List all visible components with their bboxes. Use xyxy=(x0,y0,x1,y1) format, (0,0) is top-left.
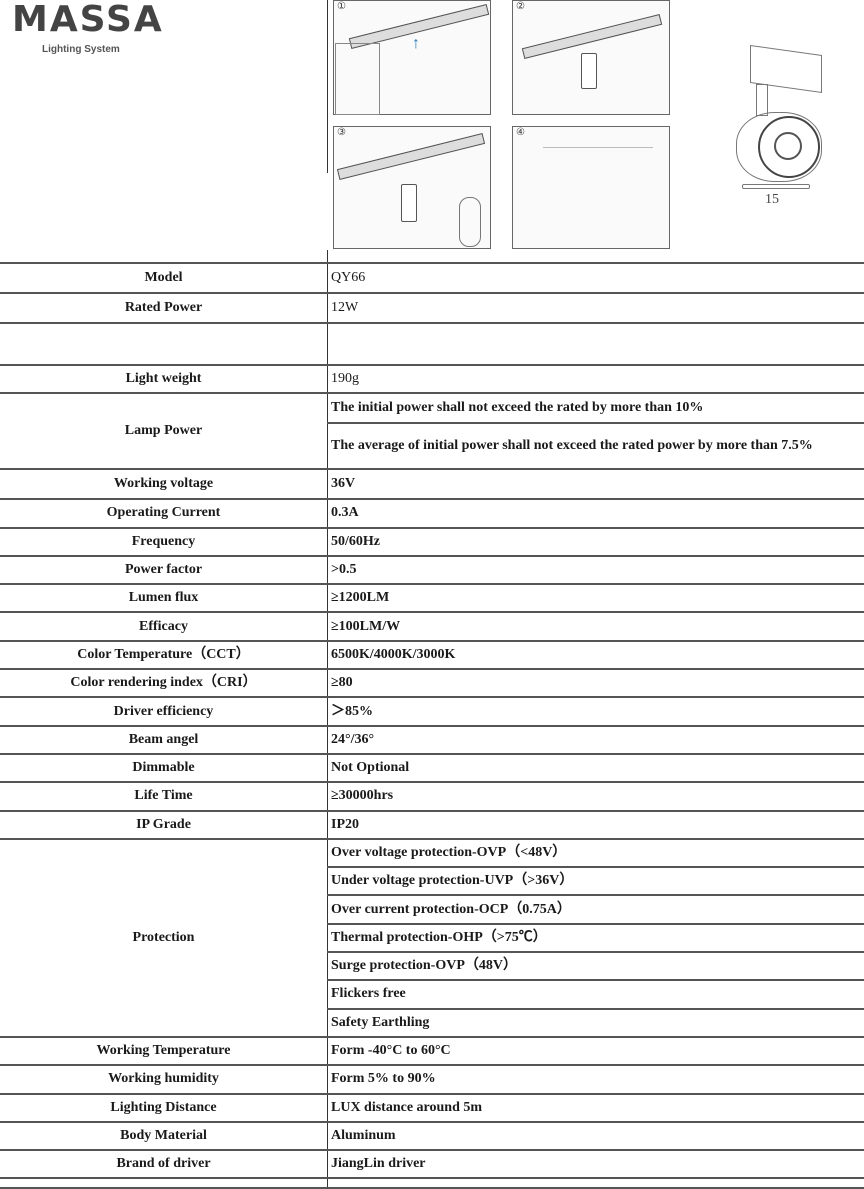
spec-key: Light weight xyxy=(0,365,328,393)
spec-row: Driver efficiency＞85% xyxy=(0,697,864,725)
spec-key: Body Material xyxy=(0,1122,328,1150)
spec-value: ≥30000hrs xyxy=(328,782,864,810)
spec-value: >0.5 xyxy=(328,556,864,584)
spec-key: Color rendering index（CRI） xyxy=(0,669,328,697)
spec-key: Working Temperature xyxy=(0,1037,328,1065)
spec-key: Frequency xyxy=(0,528,328,556)
spec-key: Working voltage xyxy=(0,469,328,499)
spec-row: Color rendering index（CRI）≥80 xyxy=(0,669,864,697)
spec-key: Color Temperature（CCT） xyxy=(0,641,328,669)
spec-row: Lumen flux≥1200LM xyxy=(0,584,864,612)
spec-key: Beam angel xyxy=(0,726,328,754)
spec-value: Safety Earthling xyxy=(328,1009,864,1037)
spec-value: Not Optional xyxy=(328,754,864,782)
spec-value: ≥100LM/W xyxy=(328,612,864,640)
spec-key: Life Time xyxy=(0,782,328,810)
spec-row: Efficacy≥100LM/W xyxy=(0,612,864,640)
spec-value: LUX distance around 5m xyxy=(328,1094,864,1122)
spec-key: Rated Power xyxy=(0,293,328,323)
spec-key: Power factor xyxy=(0,556,328,584)
install-step-2: ② xyxy=(512,0,670,115)
spec-row: Life Time≥30000hrs xyxy=(0,782,864,810)
spec-value: JiangLin driver xyxy=(328,1150,864,1178)
spec-key: Model xyxy=(0,263,328,293)
spec-key: Lighting Distance xyxy=(0,1094,328,1122)
spec-value: QY66 xyxy=(328,263,864,293)
spec-value: Over current protection-OCP（0.75A） xyxy=(328,895,864,923)
spec-key: Lumen flux xyxy=(0,584,328,612)
spec-value: Surge protection-OVP（48V） xyxy=(328,952,864,980)
spec-value: Form 5% to 90% xyxy=(328,1065,864,1093)
divider xyxy=(327,250,328,262)
spec-key xyxy=(0,323,328,365)
spec-value: The average of initial power shall not e… xyxy=(328,423,864,469)
product-image: 15 xyxy=(736,50,846,210)
spec-value: Over voltage protection-OVP（<48V） xyxy=(328,839,864,867)
spec-value: 36V xyxy=(328,469,864,499)
spec-row xyxy=(0,323,864,365)
spec-key: Brand of driver xyxy=(0,1150,328,1178)
spec-value: Under voltage protection-UVP（>36V） xyxy=(328,867,864,895)
install-step-4: ④ xyxy=(512,126,670,249)
spec-value: 12W xyxy=(328,293,864,323)
spec-value: ≥80 xyxy=(328,669,864,697)
spec-value: 190g xyxy=(328,365,864,393)
spec-value: 24°/36° xyxy=(328,726,864,754)
spec-key: IP Grade xyxy=(0,811,328,839)
spec-key: Efficacy xyxy=(0,612,328,640)
spec-value: IP20 xyxy=(328,811,864,839)
spec-value: Aluminum xyxy=(328,1122,864,1150)
spec-value: The initial power shall not exceed the r… xyxy=(328,393,864,423)
spec-value: Thermal protection-OHP（>75℃） xyxy=(328,924,864,952)
spec-key: Operating Current xyxy=(0,499,328,527)
spec-key: Dimmable xyxy=(0,754,328,782)
spec-value: 0.3A xyxy=(328,499,864,527)
brand-tagline: Lighting System xyxy=(42,44,164,55)
spec-key: Protection xyxy=(0,839,328,1037)
spec-row: Power factor>0.5 xyxy=(0,556,864,584)
spec-key: Driver efficiency xyxy=(0,697,328,725)
brand-logo: MASSA Lighting System xyxy=(12,2,164,55)
product-label: 15 xyxy=(765,192,779,208)
spec-value xyxy=(328,1178,864,1188)
install-step-3: ③ xyxy=(333,126,491,249)
spec-value xyxy=(328,323,864,365)
spec-value: 50/60Hz xyxy=(328,528,864,556)
spec-row: Color Temperature（CCT）6500K/4000K/3000K xyxy=(0,641,864,669)
spec-key: Lamp Power xyxy=(0,393,328,469)
spec-value: ＞85% xyxy=(328,697,864,725)
spec-key: Working humidity xyxy=(0,1065,328,1093)
divider xyxy=(327,0,328,173)
arrow-up-icon: ↑ xyxy=(412,35,420,53)
spec-key xyxy=(0,1178,328,1188)
brand-name: MASSA xyxy=(12,2,164,38)
spec-value: ≥1200LM xyxy=(328,584,864,612)
install-step-1: ① ↑ xyxy=(333,0,491,115)
spec-value: Form -40°C to 60°C xyxy=(328,1037,864,1065)
spec-value: 6500K/4000K/3000K xyxy=(328,641,864,669)
spec-value: Flickers free xyxy=(328,980,864,1008)
